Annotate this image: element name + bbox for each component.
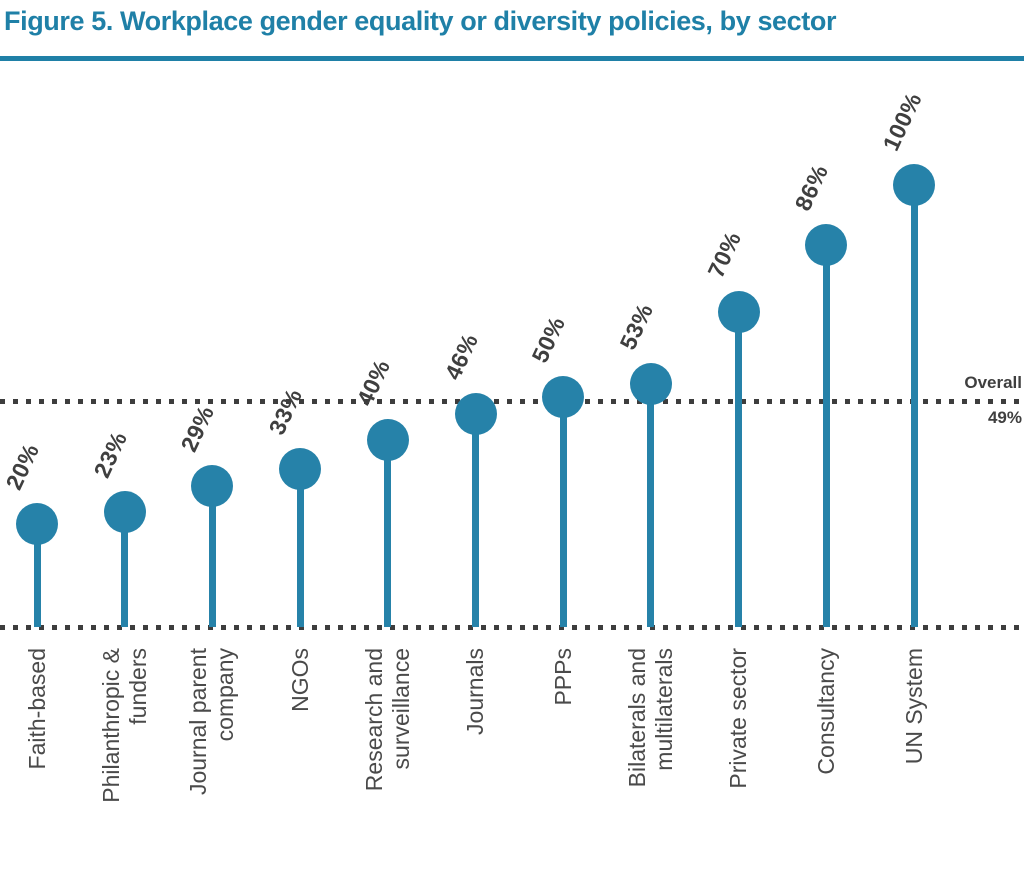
lollipop-chart: Overall 49% 20% Faith-based 23% Philanthrop… [0, 61, 1024, 876]
value-label: 46% [439, 329, 483, 384]
value-label: 53% [614, 299, 659, 354]
category-label: PPPs [549, 648, 576, 706]
lollipop-circle [454, 393, 497, 436]
figure-title: Figure 5. Workplace gender equality or d… [4, 6, 837, 36]
lollipop-stem [472, 414, 479, 627]
value-label: 50% [526, 312, 571, 367]
lollipop-circle [717, 291, 760, 334]
category-label: Journals [462, 648, 488, 735]
lollipop-stem [735, 312, 743, 627]
lollipop-stem [910, 185, 918, 627]
value-label: 86% [789, 160, 834, 215]
category-label: Philanthropic & funders [97, 648, 151, 803]
lollipop-stem [647, 384, 655, 627]
value-label: 70% [702, 227, 746, 282]
category-label: Journal parent company [185, 648, 239, 796]
value-label: 20% [0, 439, 45, 494]
lollipop-stem [559, 397, 567, 627]
lollipop-circle [366, 418, 409, 461]
title-rule [0, 56, 1024, 61]
value-label: 23% [88, 427, 132, 482]
lollipop-stem [121, 511, 129, 627]
lollipop-stem [384, 439, 392, 627]
category-label: Research and surveillance [360, 648, 414, 792]
category-label: Faith-based [23, 648, 50, 770]
overall-value: 49% [987, 408, 1022, 427]
lollipop-circle [805, 223, 848, 266]
category-label: NGOs [286, 648, 313, 712]
category-label: Consultancy [812, 648, 839, 775]
lollipop-stem [33, 524, 41, 627]
lollipop-circle [629, 363, 672, 406]
category-label: Bilaterals and multilaterals [623, 648, 677, 788]
lollipop-circle [103, 490, 146, 533]
value-label: 29% [175, 401, 220, 456]
category-label: UN System [900, 648, 927, 765]
lollipop-circle [279, 448, 322, 491]
chart-baseline [0, 625, 1024, 630]
overall-reference-line [0, 399, 1024, 404]
value-label: 33% [263, 384, 308, 439]
overall-label: Overall [964, 373, 1022, 392]
lollipop-circle [542, 376, 585, 419]
category-label: Private sector [725, 648, 752, 789]
lollipop-stem [208, 486, 216, 627]
lollipop-stem [822, 244, 830, 627]
lollipop-circle [16, 503, 58, 546]
lollipop-circle [893, 164, 935, 207]
lollipop-circle [191, 465, 234, 508]
lollipop-stem [296, 469, 304, 627]
value-label: 100% [877, 88, 927, 155]
